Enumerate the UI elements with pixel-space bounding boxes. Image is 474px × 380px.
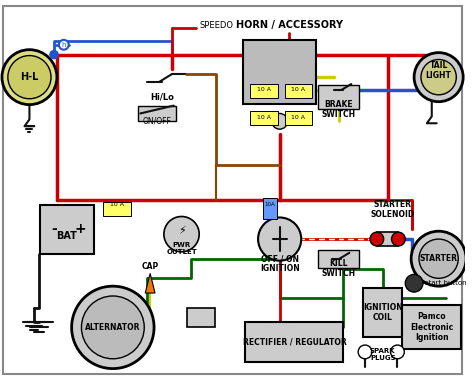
FancyBboxPatch shape xyxy=(318,85,359,109)
FancyBboxPatch shape xyxy=(138,106,176,121)
Circle shape xyxy=(2,50,57,104)
Circle shape xyxy=(358,345,372,359)
Circle shape xyxy=(272,114,288,129)
Circle shape xyxy=(370,232,383,246)
Text: H-L: H-L xyxy=(20,72,38,82)
FancyBboxPatch shape xyxy=(40,205,94,254)
Circle shape xyxy=(391,345,404,359)
Circle shape xyxy=(421,60,456,95)
Text: STARTER: STARTER xyxy=(419,254,457,263)
Text: BRAKE
SWITCH: BRAKE SWITCH xyxy=(321,100,356,119)
Circle shape xyxy=(405,274,423,292)
FancyBboxPatch shape xyxy=(402,305,461,350)
Text: h: h xyxy=(62,42,66,48)
Text: SPEEDO: SPEEDO xyxy=(199,21,233,30)
Text: BAT: BAT xyxy=(56,231,77,241)
Text: TAIL
LIGHT: TAIL LIGHT xyxy=(426,60,452,80)
FancyBboxPatch shape xyxy=(250,111,278,125)
Circle shape xyxy=(258,217,301,261)
FancyBboxPatch shape xyxy=(187,308,215,328)
FancyBboxPatch shape xyxy=(246,323,344,362)
Circle shape xyxy=(82,296,144,359)
FancyBboxPatch shape xyxy=(318,250,359,268)
Text: Hi/Lo: Hi/Lo xyxy=(150,92,174,101)
Polygon shape xyxy=(145,273,155,293)
Text: SPARK
PLUGS: SPARK PLUGS xyxy=(370,348,395,361)
Text: Pamco
Electronic
Ignition: Pamco Electronic Ignition xyxy=(410,312,454,342)
Text: 10 A: 10 A xyxy=(292,87,305,92)
Circle shape xyxy=(8,55,51,99)
Text: OFF / ON: OFF / ON xyxy=(261,254,299,263)
Text: -: - xyxy=(51,222,57,236)
Circle shape xyxy=(50,51,58,59)
FancyBboxPatch shape xyxy=(243,40,317,104)
Text: 10 A: 10 A xyxy=(257,115,271,120)
FancyBboxPatch shape xyxy=(250,84,278,98)
Text: KILL
SWITCH: KILL SWITCH xyxy=(321,259,356,278)
Text: STARTER
SOLENOID: STARTER SOLENOID xyxy=(370,200,415,219)
FancyBboxPatch shape xyxy=(377,232,399,246)
Text: 10 A: 10 A xyxy=(110,202,124,207)
Text: ⚡: ⚡ xyxy=(178,226,185,236)
Text: IGNITION
COIL: IGNITION COIL xyxy=(363,303,402,322)
Text: 10 A: 10 A xyxy=(292,115,305,120)
Circle shape xyxy=(392,232,405,246)
Text: 10A: 10A xyxy=(264,202,275,207)
Text: HORN / ACCESSORY: HORN / ACCESSORY xyxy=(236,20,343,30)
Circle shape xyxy=(164,217,199,252)
Circle shape xyxy=(411,231,466,286)
Text: 10 A: 10 A xyxy=(257,87,271,92)
Text: start button: start button xyxy=(425,280,466,286)
Text: IGNITION: IGNITION xyxy=(260,264,300,273)
FancyBboxPatch shape xyxy=(263,198,277,219)
Circle shape xyxy=(419,239,458,278)
Text: ALTERNATOR: ALTERNATOR xyxy=(85,323,141,332)
Text: RECTIFIER / REGULATOR: RECTIFIER / REGULATOR xyxy=(243,337,346,347)
Text: PWR
OUTLET: PWR OUTLET xyxy=(166,242,197,255)
Text: +: + xyxy=(74,222,86,236)
Text: CAP: CAP xyxy=(142,262,159,271)
Circle shape xyxy=(414,52,463,102)
Circle shape xyxy=(72,286,154,369)
FancyBboxPatch shape xyxy=(284,84,312,98)
FancyBboxPatch shape xyxy=(284,111,312,125)
FancyBboxPatch shape xyxy=(363,288,402,337)
Circle shape xyxy=(59,40,69,50)
Text: ON/OFF: ON/OFF xyxy=(143,117,172,126)
FancyBboxPatch shape xyxy=(103,202,130,215)
